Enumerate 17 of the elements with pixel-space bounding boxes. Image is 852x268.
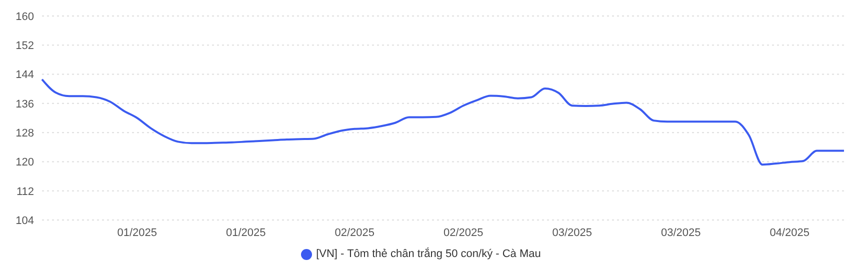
x-tick-label: 04/2025 [770, 226, 810, 239]
y-tick-label: 104 [16, 214, 34, 227]
legend-label: [VN] - Tôm thẻ chân trắng 50 con/ký - Cà Mau [316, 248, 541, 260]
y-tick-label: 120 [16, 156, 34, 169]
x-tick-label: 02/2025 [334, 226, 375, 239]
y-tick-label: 136 [16, 98, 34, 110]
x-tick-label: 03/2025 [552, 226, 592, 239]
y-tick-label: 128 [16, 127, 34, 140]
x-tick-label: 01/2025 [117, 226, 158, 239]
x-tick-label: 03/2025 [661, 226, 701, 239]
y-tick-label: 112 [16, 186, 34, 198]
y-tick-label: 152 [16, 40, 34, 52]
y-tick-label: 160 [16, 10, 34, 23]
y-tick-label: 144 [16, 69, 34, 82]
x-tick-label: 01/2025 [226, 226, 266, 239]
x-tick-label: 02/2025 [444, 226, 484, 239]
line-series [41, 78, 844, 166]
